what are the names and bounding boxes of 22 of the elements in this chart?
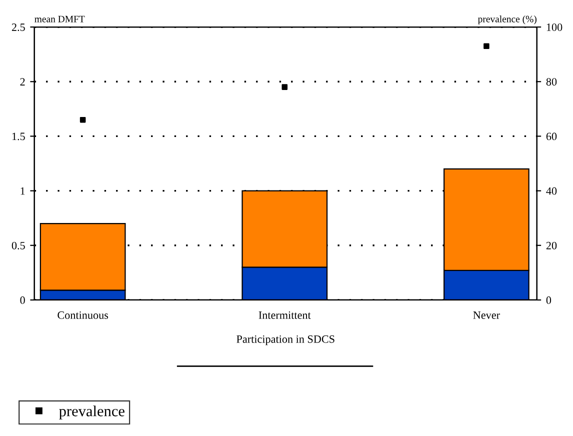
y-tick-label: 2 bbox=[20, 78, 25, 86]
point bbox=[80, 116, 86, 123]
y-tick-label: 0 bbox=[20, 296, 25, 304]
y-tick-label: 0.5 bbox=[12, 242, 25, 250]
x-tick-label: Continuous bbox=[58, 311, 108, 319]
y2-tick-label: 20 bbox=[546, 242, 557, 250]
y-tick-label: 1 bbox=[20, 187, 25, 195]
y2-tick-label: 60 bbox=[546, 132, 557, 140]
y2-tick-label: 80 bbox=[546, 78, 557, 86]
point bbox=[282, 84, 288, 90]
y2-tick-label: 40 bbox=[546, 187, 557, 195]
y-axis-title: mean DMFT bbox=[34, 16, 85, 22]
x-tick-label: Intermittent bbox=[258, 311, 311, 319]
y2-tick-label: 100 bbox=[546, 24, 562, 31]
point bbox=[484, 43, 490, 50]
y-tick-label: 2.5 bbox=[12, 24, 25, 32]
x-tick-label: Never bbox=[473, 312, 500, 319]
x-axis-title: Participation in SDCS bbox=[236, 335, 334, 346]
legend-label: prevalence bbox=[59, 406, 124, 420]
y-tick-label: 1.5 bbox=[12, 132, 25, 140]
y2-axis-title: prevalence (%) bbox=[478, 15, 536, 24]
y2-tick-label: 0 bbox=[546, 296, 552, 304]
